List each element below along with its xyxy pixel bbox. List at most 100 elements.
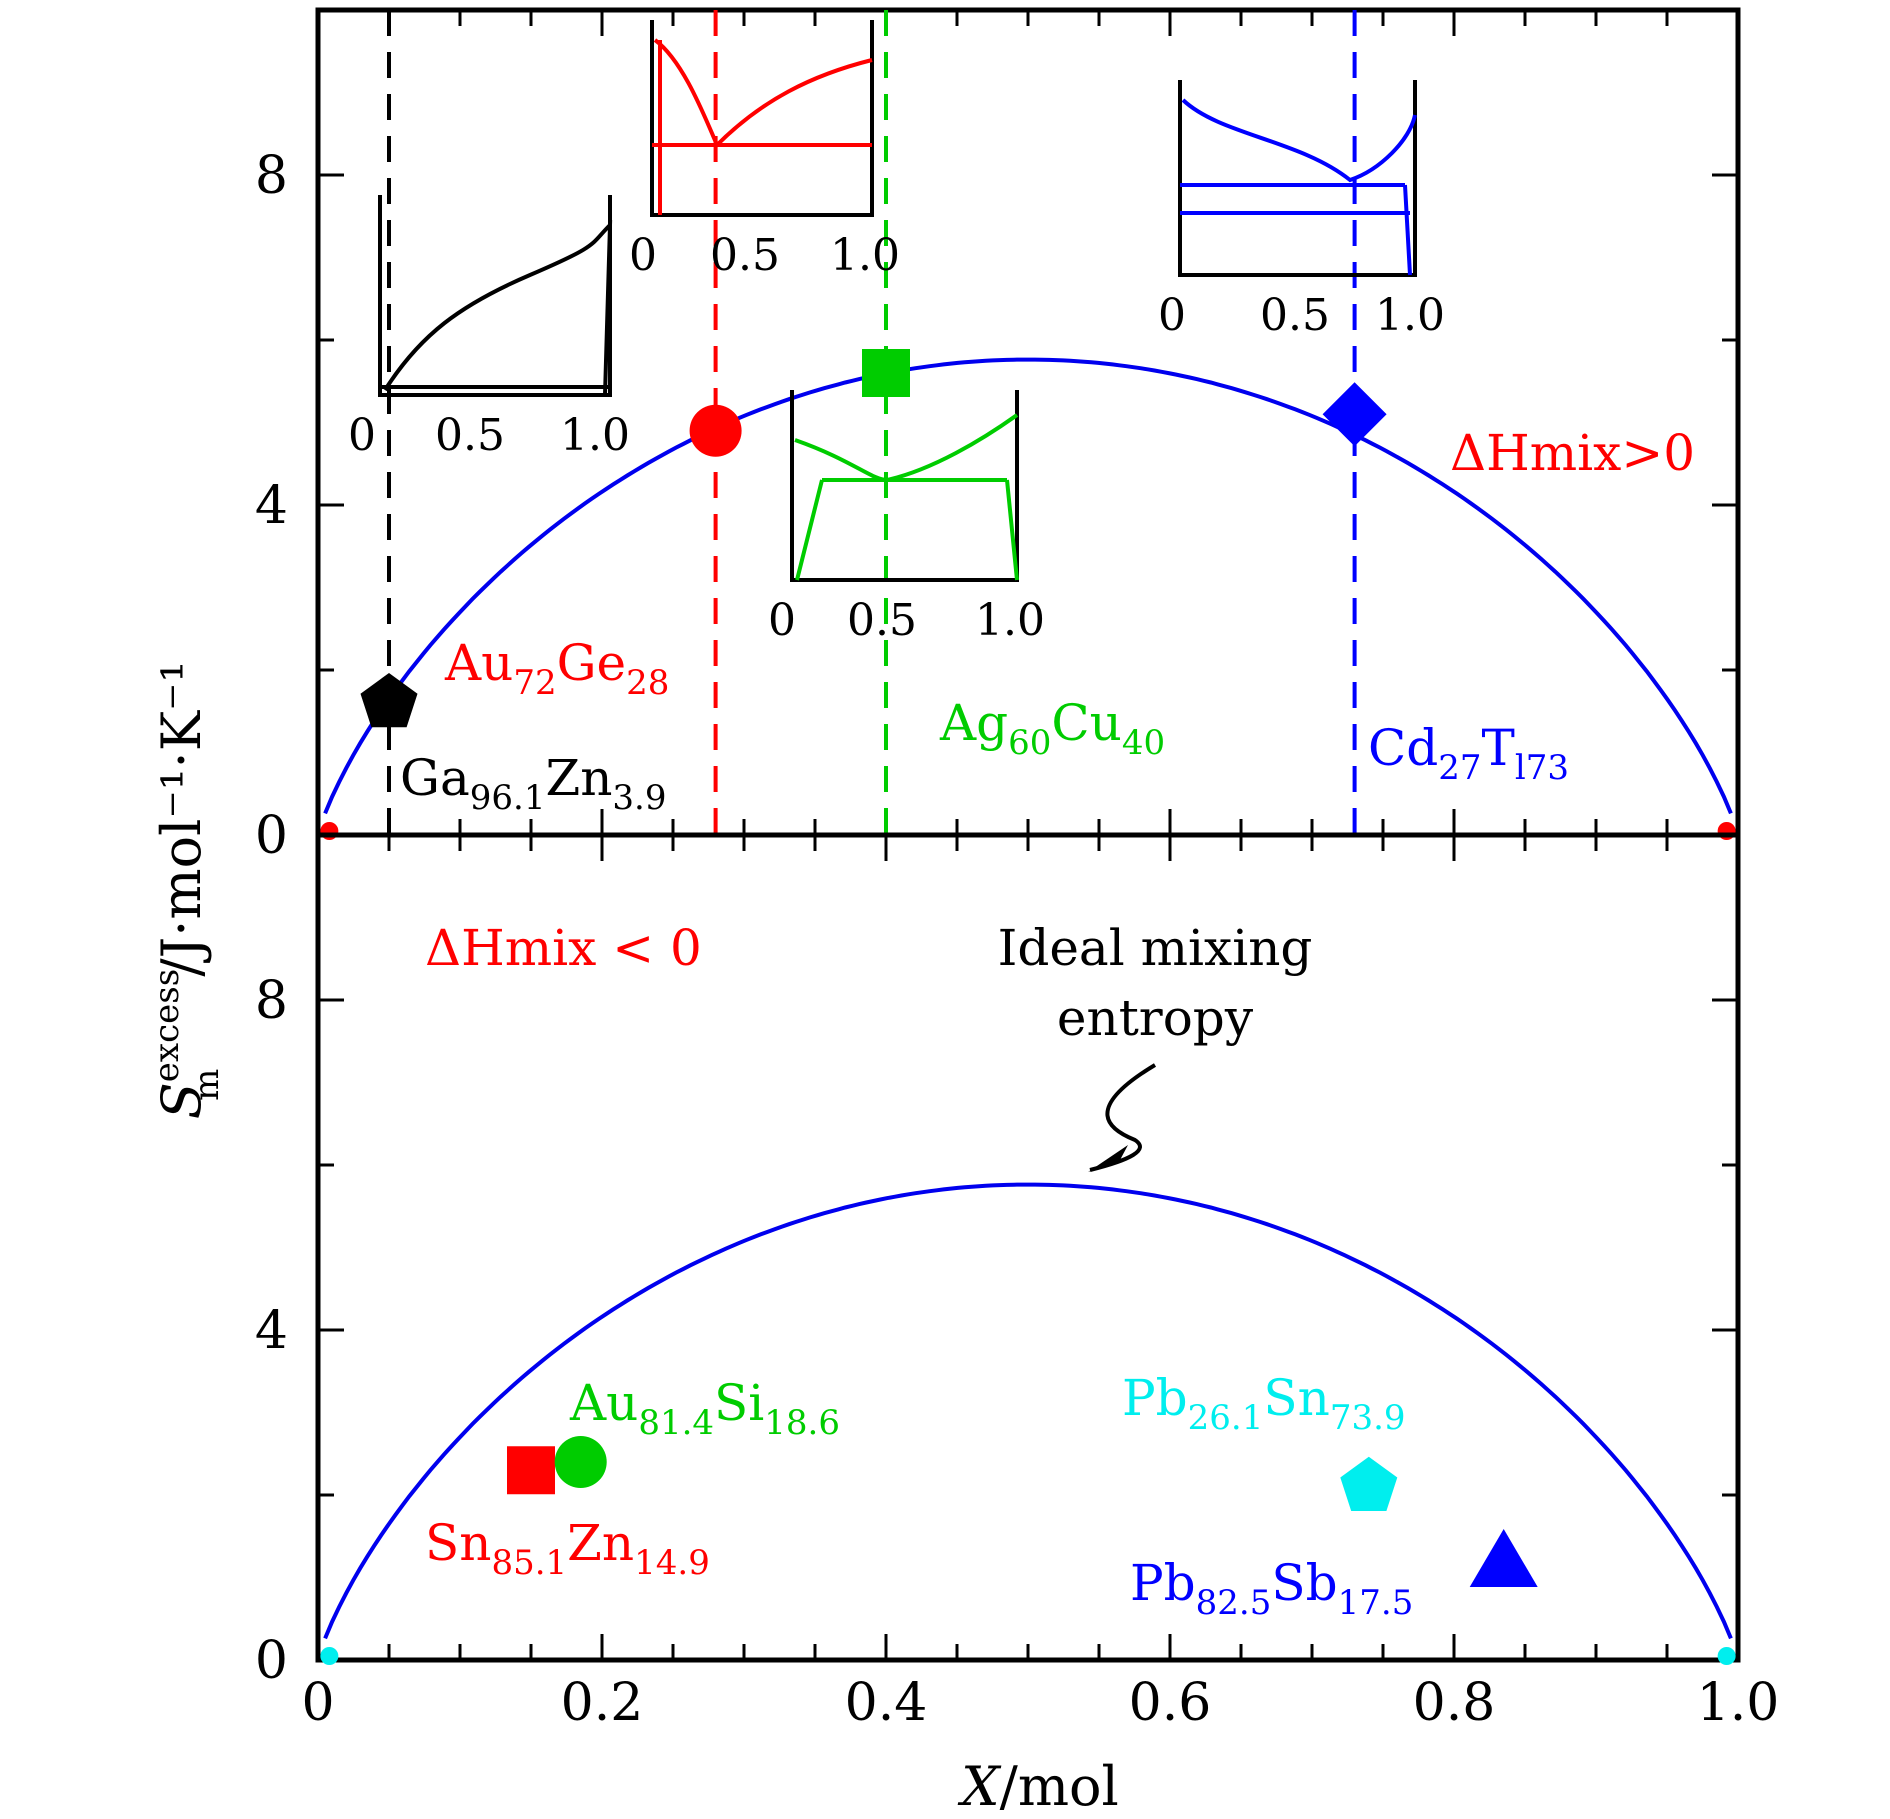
compound-label: Ag60Cu40 — [939, 694, 1165, 763]
label-part: Zn — [567, 1514, 634, 1572]
plot-frame — [315, 7, 1741, 838]
inset-tick-label: 0 — [348, 410, 376, 461]
label-part: Ga — [400, 749, 470, 807]
y-axis-superscript: excess — [147, 969, 187, 1082]
x-tick-label: 0.6 — [1129, 1673, 1212, 1733]
bottom-panel: 0 4 8 0 0.2 0.4 0.6 0.8 1.0 ΔHmix < 0 Ideal mixing… — [255, 832, 1780, 1733]
compound-label: Ga96.1Zn3.9 — [400, 749, 667, 818]
inset-curve — [794, 413, 1019, 581]
inset-tick-label: 0 — [768, 595, 796, 646]
compound-label: Sn85.1Zn14.9 — [425, 1514, 710, 1583]
data-point — [360, 673, 418, 728]
curve-label-line2: entropy — [1057, 989, 1254, 1047]
label-part: Si — [714, 1374, 764, 1432]
arrow-head — [1088, 1145, 1128, 1172]
label-part: 18.6 — [764, 1403, 840, 1443]
inset-frame — [1178, 80, 1417, 277]
inset-frame — [650, 20, 874, 217]
label-part: Ge — [557, 634, 627, 692]
label-part: Pb — [1130, 1554, 1196, 1612]
inset-curve — [380, 220, 613, 396]
data-point — [1469, 1529, 1538, 1587]
inset-tick-label: 0 — [629, 230, 657, 281]
inset-3: 0 0.5 1.0 — [1158, 80, 1445, 341]
y-tick-label: 8 — [255, 146, 288, 206]
delta-h-annotation: ΔHmix < 0 — [425, 919, 702, 977]
compound-label: Au72Ge28 — [444, 634, 669, 703]
inset-tick-label: 0 — [1158, 290, 1186, 341]
label-part: 28 — [626, 663, 669, 703]
edge-point — [320, 1647, 339, 1665]
data-point — [554, 1436, 607, 1488]
inset-frame — [378, 195, 612, 397]
label-part: 40 — [1122, 723, 1165, 763]
data-point — [507, 1446, 555, 1495]
label-part: Cu — [1051, 694, 1121, 752]
x-tick-label: 0.4 — [845, 1673, 928, 1733]
y-axis-unit: /J·mol⁻¹·K⁻¹ — [150, 661, 213, 977]
y-tick-label: 0 — [255, 1631, 288, 1691]
curve-label-line1: Ideal mixing — [998, 919, 1313, 977]
inset-tick-label: 1.0 — [830, 230, 900, 281]
x-tick-label: 0 — [301, 1673, 334, 1733]
x-tick-label: 1.0 — [1697, 1673, 1780, 1733]
inset-tick-label: 0.5 — [435, 410, 505, 461]
curve-label-arrow — [1089, 1063, 1157, 1172]
compound-label: Pb82.5Sb17.5 — [1130, 1554, 1413, 1623]
label-part: 73.9 — [1330, 1398, 1406, 1438]
label-part: Au — [569, 1374, 638, 1432]
inset-tick-label: 0.5 — [847, 595, 917, 646]
label-part: 60 — [1008, 723, 1051, 763]
inset-tick-label: 0.5 — [710, 230, 780, 281]
label-part: Sn — [1263, 1369, 1329, 1427]
label-part: 17.5 — [1338, 1583, 1414, 1623]
label-part: 14.9 — [634, 1543, 710, 1583]
label-part: 27 — [1438, 748, 1481, 788]
compound-label: Cd27Tl73 — [1368, 719, 1569, 788]
label-part: Au — [444, 634, 513, 692]
x-tick-label: 0.2 — [561, 1673, 644, 1733]
inset-frame — [790, 390, 1019, 582]
edge-point — [1717, 1647, 1736, 1665]
label-part: Sn — [425, 1514, 491, 1572]
label-part: 82.5 — [1196, 1583, 1272, 1623]
x-axis-symbol: X — [957, 1755, 1002, 1818]
y-axis-symbol: S — [150, 1082, 213, 1119]
data-point — [1322, 382, 1387, 447]
label-part: Pb — [1122, 1369, 1188, 1427]
label-part: 26.1 — [1188, 1398, 1264, 1438]
data-point — [1340, 1456, 1398, 1511]
label-part: Cd — [1368, 719, 1438, 777]
inset-0: 0 0.5 1.0 — [348, 195, 630, 461]
label-part: T — [1482, 719, 1515, 777]
label-part: Sb — [1271, 1554, 1337, 1612]
compound-label: Pb26.1Sn73.9 — [1122, 1369, 1406, 1438]
ideal-mixing-curve — [323, 357, 1733, 815]
y-tick-label: 4 — [255, 1301, 288, 1361]
label-part: 96.1 — [470, 778, 546, 818]
inset-2: 0 0.5 1.0 — [768, 390, 1045, 646]
svg-text:Sexcessm/J·mol⁻¹·K⁻¹: Sexcessm/J·mol⁻¹·K⁻¹ — [147, 661, 227, 1119]
compound-label: Au81.4Si18.6 — [569, 1374, 840, 1443]
ideal-mixing-curve — [323, 1182, 1733, 1640]
label-part: l73 — [1515, 748, 1569, 788]
inset-curve — [1180, 98, 1417, 276]
y-tick-label: 4 — [255, 476, 288, 536]
x-axis-unit: /mol — [1000, 1755, 1119, 1818]
label-part: 3.9 — [612, 778, 666, 818]
delta-h-annotation: ΔHmix>0 — [1450, 424, 1695, 482]
label-part: 85.1 — [491, 1543, 567, 1583]
y-tick-label: 8 — [255, 971, 288, 1031]
label-part: 72 — [513, 663, 556, 703]
inset-curve — [652, 38, 873, 215]
label-part: Zn — [545, 749, 612, 807]
inset-tick-label: 1.0 — [1375, 290, 1445, 341]
inset-tick-label: 0.5 — [1260, 290, 1330, 341]
y-tick-label: 0 — [255, 806, 288, 866]
inset-1: 0 0.5 1.0 — [629, 20, 900, 281]
label-part: 81.4 — [638, 1403, 714, 1443]
y-axis-subscript: m — [187, 1069, 227, 1101]
label-part: Ag — [939, 694, 1008, 752]
top-panel: 0 4 8 Au72Ge28 Ga96.1Zn3.9 Ag60Cu40 Cd27Tl73 ΔH… — [255, 7, 1741, 866]
